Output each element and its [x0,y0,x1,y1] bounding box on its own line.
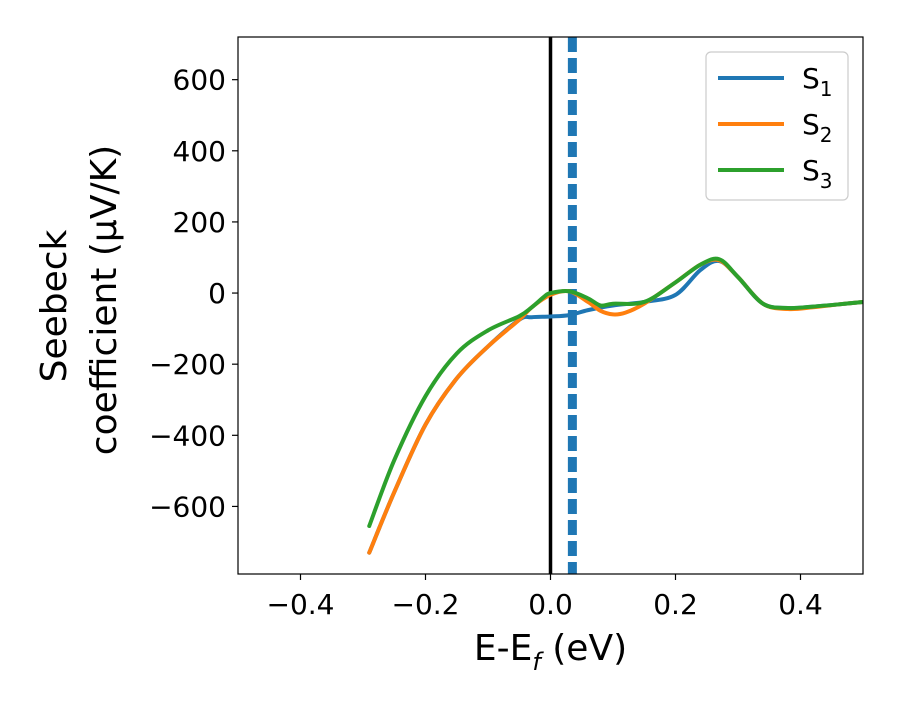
legend-label-main: S [802,62,820,95]
y-axis-label-line-2: coefficient (μV/K) [84,145,125,455]
y-tick-label: 600 [173,64,226,97]
y-tick-label: 400 [173,135,226,168]
legend-label-sub: 1 [820,77,833,101]
x-axis-label-main: E-E [474,628,532,669]
x-tick-label: −0.4 [267,588,335,621]
legend-label-2: S2 [802,108,833,147]
legend-label-sub: 3 [820,169,833,193]
axis-labels: E-Ef (eV) Seebeck coefficient (μV/K) [34,145,627,676]
x-axis-label: E-Ef (eV) [474,628,627,676]
y-axis-label: Seebeck coefficient (μV/K) [34,145,125,455]
axes: −0.4 −0.2 0.0 0.2 0.4 −600 −400 −200 0 200 400 600 [149,36,864,621]
legend-label-sub: 2 [820,123,833,147]
y-tick-label: −400 [149,419,226,452]
x-tick-label: −0.2 [392,588,460,621]
y-tick-label: −200 [149,348,226,381]
legend-label-3: S3 [802,154,833,193]
x-tick-label: 0.4 [778,588,823,621]
legend-label-main: S [802,108,820,141]
y-tick-label: 200 [173,206,226,239]
x-tick-label: 0.0 [528,588,573,621]
y-tick-label: 0 [208,277,226,310]
legend-label-main: S [802,154,820,187]
y-axis-label-line-1: Seebeck [34,229,75,382]
legend-label-1: S1 [802,62,833,101]
x-tick-label: 0.2 [653,588,698,621]
y-tick-label: −600 [149,490,226,523]
plot-content [367,37,863,574]
plot-area [367,37,863,574]
series-line-3 [367,256,863,528]
x-axis-label-tail: (eV) [541,628,627,669]
